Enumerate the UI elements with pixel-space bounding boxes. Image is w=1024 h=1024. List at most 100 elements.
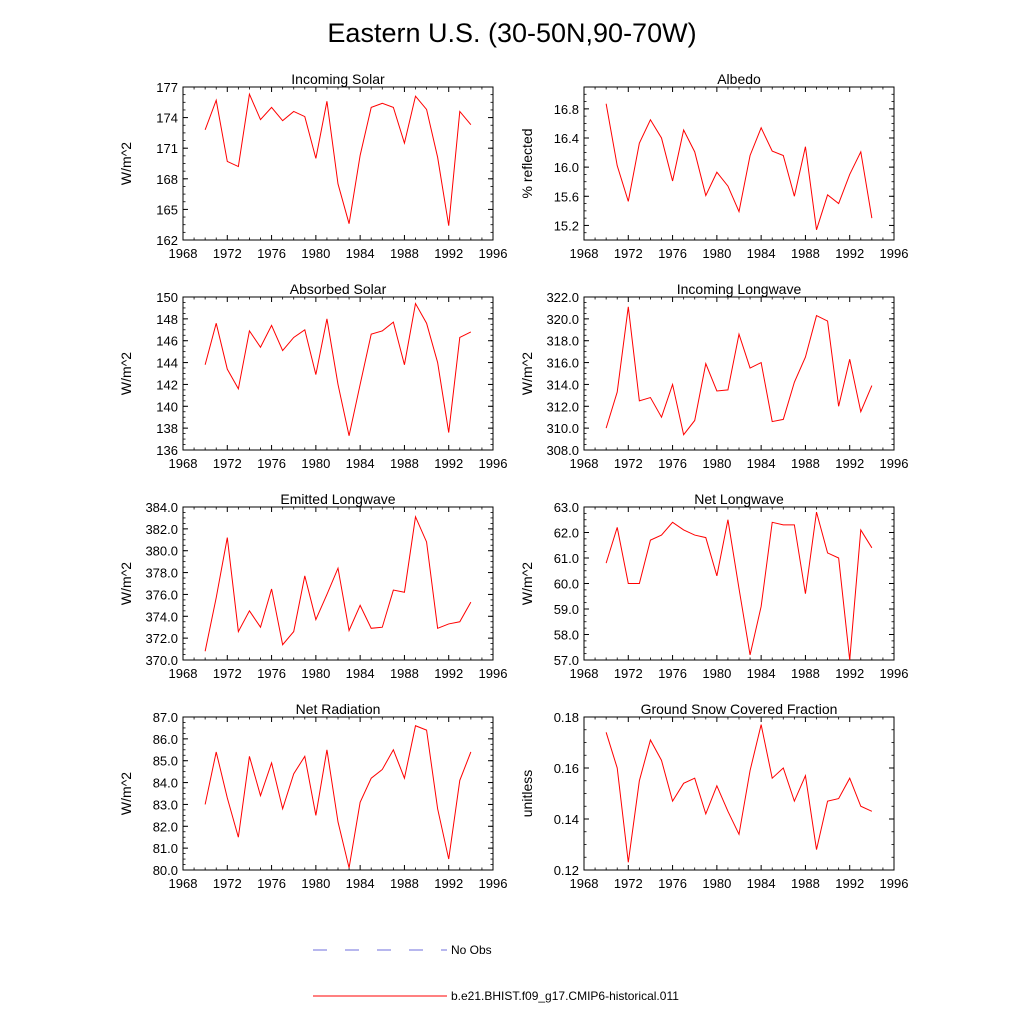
plot-frame: [583, 296, 895, 451]
y-tick-label: 81.0: [153, 841, 178, 856]
y-tick-label: 82.0: [153, 819, 178, 834]
y-tick-label: 370.0: [145, 653, 178, 668]
panel-title: Net Radiation: [296, 701, 381, 717]
chart-panel: 1968 1972 1976 1980 1984 1988 1992 1996 308.0 310…: [519, 281, 908, 471]
x-tick-label: 1976: [658, 666, 687, 681]
series-line: [204, 725, 472, 868]
y-tick-label: 83.0: [153, 797, 178, 812]
legend-obs-label: No Obs: [451, 943, 492, 957]
legend-model-label: b.e21.BHIST.f09_g17.CMIP6-historical.011: [451, 989, 679, 1003]
y-axis-label: W/m^2: [118, 772, 134, 815]
chart-panel: 1968 1972 1976 1980 1984 1988 1992 1996 370.0 372…: [118, 491, 507, 681]
x-tick-label: 1984: [346, 876, 375, 891]
series-line: [605, 103, 873, 230]
y-tick-label: 0.14: [554, 812, 579, 827]
y-tick-label: 84.0: [153, 776, 178, 791]
panel-title: Absorbed Solar: [290, 281, 387, 297]
x-tick-label: 1988: [791, 666, 820, 681]
plot-frame: [182, 506, 494, 661]
chart-panel: 1968 1972 1976 1980 1984 1988 1992 1996 162 165 16…: [118, 71, 507, 261]
series-line: [605, 724, 873, 863]
x-tick-label: 1988: [390, 246, 419, 261]
y-tick-label: 174: [156, 111, 178, 126]
y-tick-label: 150: [156, 290, 178, 305]
y-tick-label: 15.2: [554, 218, 579, 233]
y-axis-label: W/m^2: [118, 352, 134, 395]
x-tick-label: 1984: [346, 666, 375, 681]
panel-title: Albedo: [717, 71, 761, 87]
x-tick-label: 1980: [301, 666, 330, 681]
x-tick-label: 1972: [213, 876, 242, 891]
x-tick-label: 1992: [835, 456, 864, 471]
y-tick-label: 380.0: [145, 544, 178, 559]
x-tick-label: 1992: [835, 246, 864, 261]
y-axis-label: unitless: [519, 770, 535, 817]
x-tick-label: 1988: [390, 876, 419, 891]
y-tick-label: 171: [156, 141, 178, 156]
y-tick-label: 165: [156, 202, 178, 217]
x-tick-label: 1972: [213, 246, 242, 261]
x-tick-label: 1992: [434, 666, 463, 681]
y-tick-label: 63.0: [554, 500, 579, 515]
chart-panel: 1968 1972 1976 1980 1984 1988 1992 1996 0.12 0.14…: [519, 701, 908, 891]
x-tick-label: 1984: [747, 456, 776, 471]
y-tick-label: 80.0: [153, 863, 178, 878]
y-tick-label: 140: [156, 399, 178, 414]
y-tick-label: 376.0: [145, 587, 178, 602]
x-tick-label: 1976: [257, 666, 286, 681]
chart-panel: 1968 1972 1976 1980 1984 1988 1992 1996 136 138 14…: [118, 281, 507, 471]
chart-panel: 1968 1972 1976 1980 1984 1988 1992 1996 15.2 15.6…: [519, 71, 908, 261]
y-tick-label: 162: [156, 233, 178, 248]
y-tick-label: 318.0: [546, 334, 579, 349]
x-tick-label: 1992: [434, 456, 463, 471]
x-tick-label: 1968: [169, 666, 198, 681]
x-tick-label: 1980: [702, 246, 731, 261]
x-tick-label: 1976: [658, 246, 687, 261]
series-line: [605, 306, 873, 436]
plot-frame: [182, 86, 494, 241]
plot-frame: [583, 86, 895, 241]
y-tick-label: 310.0: [546, 421, 579, 436]
y-tick-label: 87.0: [153, 710, 178, 725]
y-tick-label: 382.0: [145, 522, 178, 537]
y-tick-label: 0.16: [554, 761, 579, 776]
x-tick-label: 1988: [390, 666, 419, 681]
y-tick-label: 15.6: [554, 189, 579, 204]
legend: No Obs b.e21.BHIST.f09_g17.CMIP6-histori…: [313, 943, 679, 1003]
x-tick-label: 1984: [747, 246, 776, 261]
y-tick-label: 372.0: [145, 631, 178, 646]
x-tick-label: 1984: [346, 456, 375, 471]
y-tick-label: 177: [156, 80, 178, 95]
y-tick-label: 58.0: [554, 628, 579, 643]
y-tick-label: 384.0: [145, 500, 178, 515]
x-tick-label: 1988: [791, 876, 820, 891]
x-tick-label: 1972: [614, 876, 643, 891]
x-tick-label: 1988: [390, 456, 419, 471]
x-tick-label: 1980: [702, 456, 731, 471]
y-tick-label: 144: [156, 356, 178, 371]
x-tick-label: 1980: [702, 666, 731, 681]
chart-panel: 1968 1972 1976 1980 1984 1988 1992 1996 80.0 81.0…: [118, 701, 507, 891]
x-tick-label: 1968: [570, 456, 599, 471]
y-tick-label: 148: [156, 312, 178, 327]
y-axis-label: W/m^2: [118, 142, 134, 185]
figure-title: Eastern U.S. (30-50N,90-70W): [327, 18, 696, 48]
x-tick-label: 1976: [658, 456, 687, 471]
x-tick-label: 1968: [169, 456, 198, 471]
y-tick-label: 314.0: [546, 377, 579, 392]
panel-title: Incoming Longwave: [677, 281, 802, 297]
x-tick-label: 1972: [614, 666, 643, 681]
x-tick-label: 1968: [169, 246, 198, 261]
x-tick-label: 1980: [702, 876, 731, 891]
y-tick-label: 374.0: [145, 609, 178, 624]
y-tick-label: 61.0: [554, 551, 579, 566]
y-tick-label: 316.0: [546, 356, 579, 371]
y-axis-label: % reflected: [519, 128, 535, 198]
y-tick-label: 136: [156, 443, 178, 458]
y-tick-label: 168: [156, 172, 178, 187]
y-tick-label: 312.0: [546, 399, 579, 414]
x-tick-label: 1996: [479, 246, 508, 261]
y-axis-label: W/m^2: [519, 562, 535, 605]
x-tick-label: 1972: [614, 246, 643, 261]
